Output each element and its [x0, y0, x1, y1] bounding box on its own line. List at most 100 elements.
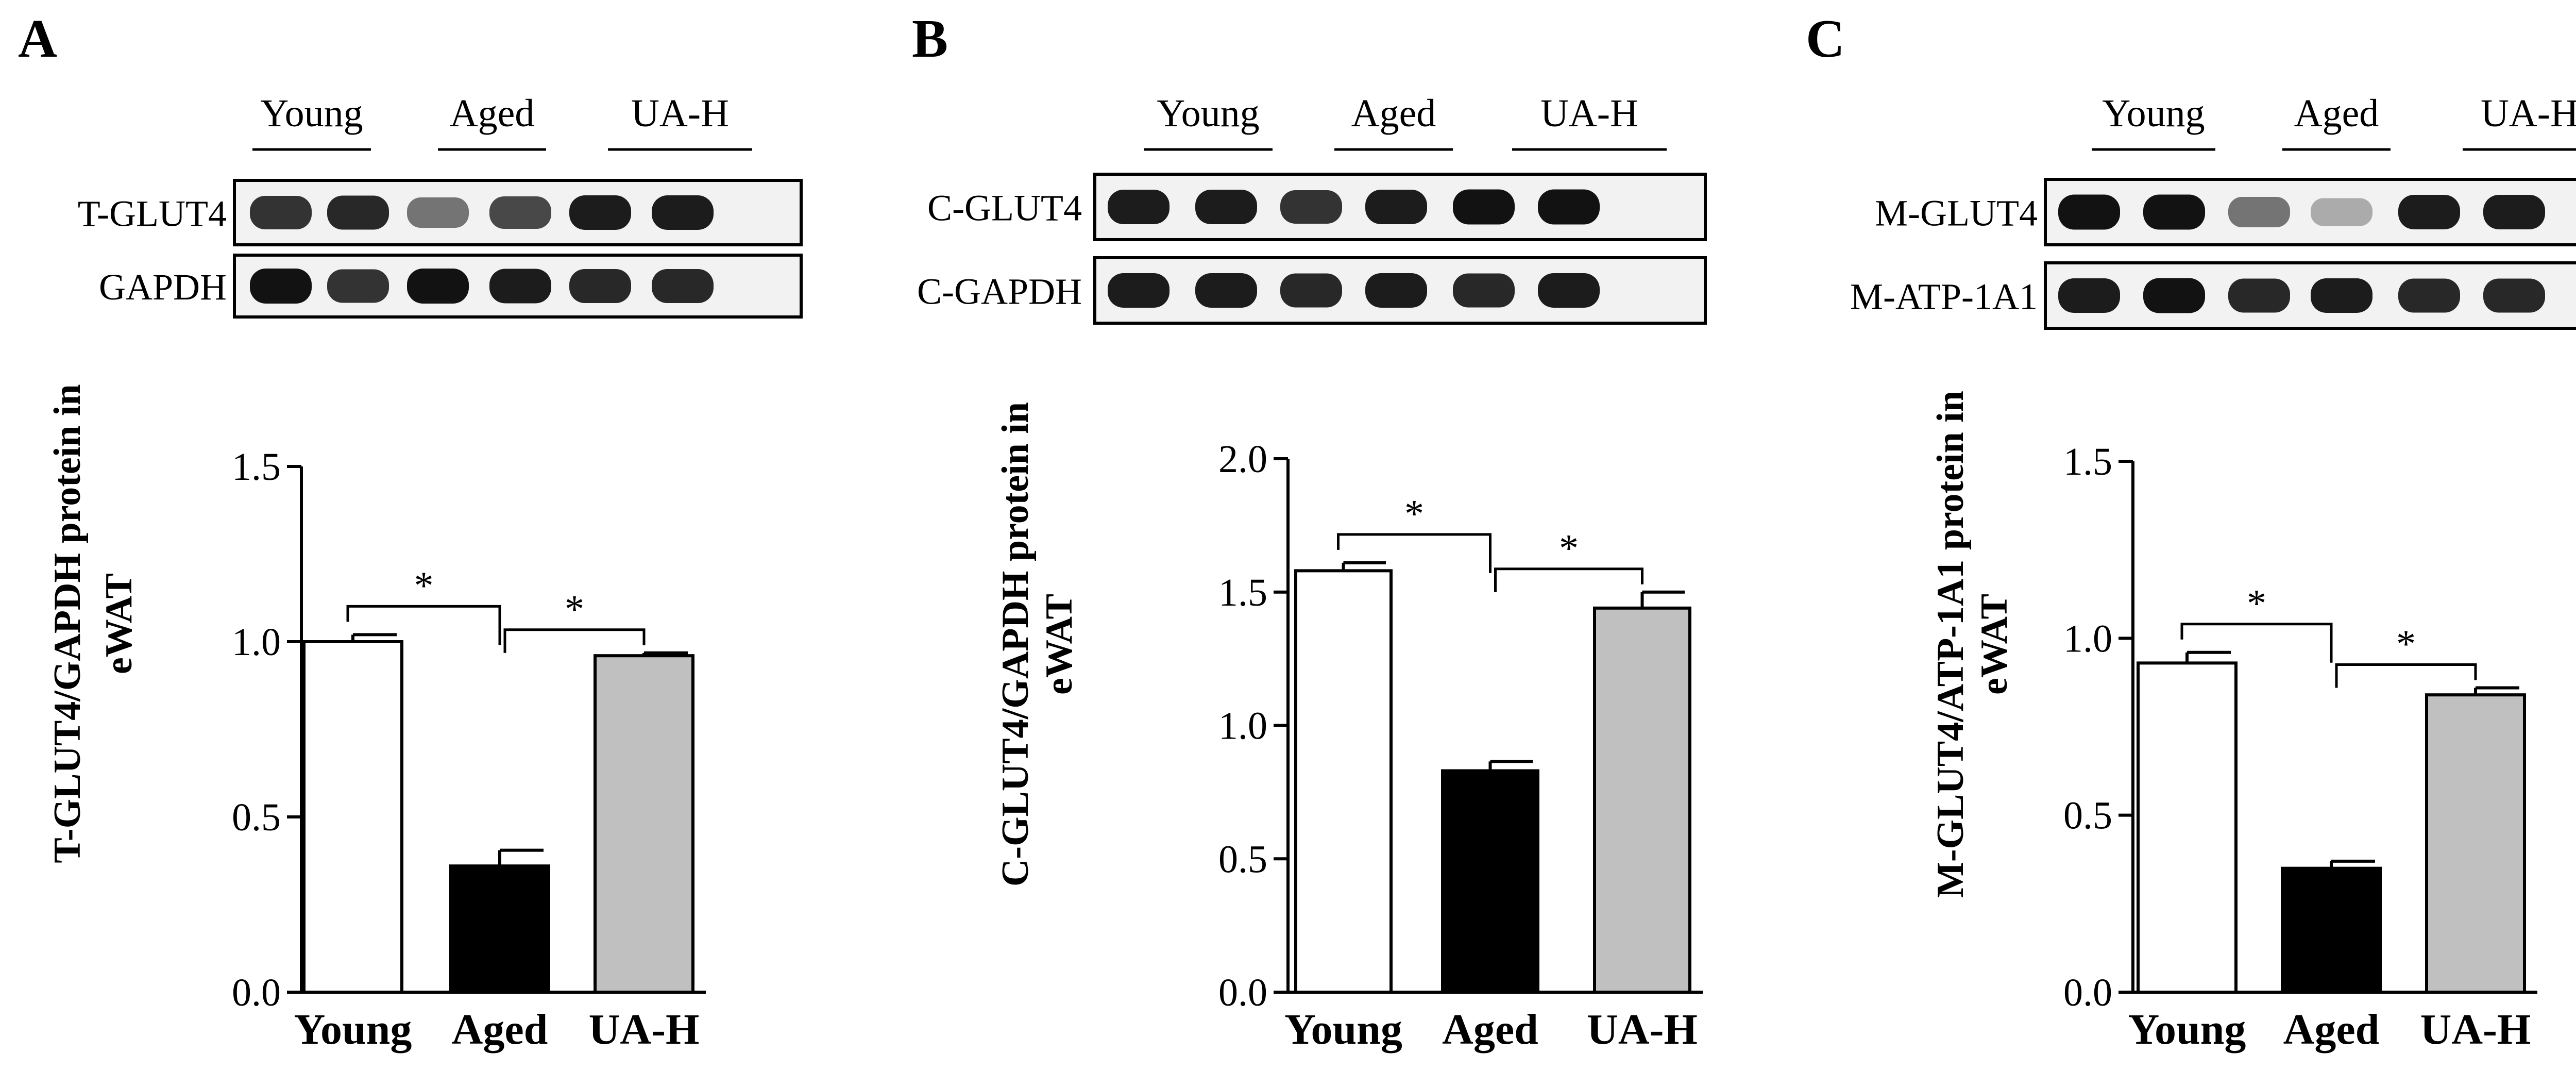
x-category-label: Young [2128, 1006, 2246, 1054]
lane-group-label: UA-H [1540, 92, 1638, 135]
lane-group-label: Aged [450, 92, 535, 135]
blot-band [2398, 195, 2460, 229]
bar-aged [1441, 769, 1539, 994]
significance-bracket [2180, 623, 2333, 663]
western-blot-image [233, 179, 803, 246]
bar-aged [2281, 866, 2382, 994]
bar-young [302, 640, 403, 994]
lane-group-label: Young [2102, 92, 2205, 135]
western-blot-image [233, 254, 803, 319]
x-category-label: Aged [452, 1006, 548, 1054]
blot-row-label: M-GLUT4 [1875, 193, 2038, 234]
blot-band [1365, 190, 1427, 224]
significance-star: * [1404, 492, 1424, 536]
blot-band [652, 195, 714, 230]
panel-letter: C [1806, 8, 1845, 69]
blot-band [1538, 273, 1600, 308]
blot-band [2483, 278, 2545, 313]
blot-band [1453, 273, 1515, 308]
blot-band [652, 269, 714, 303]
panel-letter: B [912, 8, 948, 69]
blot-row-label: GAPDH [99, 266, 227, 308]
x-category-label: UA-H [589, 1006, 700, 1054]
blot-band [1538, 189, 1600, 225]
x-category-label: Aged [1442, 1006, 1538, 1054]
y-axis-label: M-GLUT4/ATP-1A1 protein in [1929, 391, 1972, 898]
panel-letter: A [18, 8, 57, 69]
blot-band [1280, 273, 1342, 308]
blot-band [1108, 273, 1170, 308]
blot-band [1195, 273, 1257, 308]
y-tick-label: 1.0 [232, 621, 281, 664]
lane-group-label: Young [1157, 92, 1259, 135]
significance-star: * [2247, 582, 2266, 625]
blot-band [489, 196, 551, 229]
significance-star: * [565, 588, 584, 631]
blot-row-label: C-GAPDH [917, 271, 1082, 312]
significance-bracket [503, 628, 646, 653]
blot-row-label: C-GLUT4 [927, 188, 1082, 229]
blot-band [2143, 278, 2205, 313]
blot-row-label: M-ATP-1A1 [1850, 276, 2038, 317]
y-axis-label: C-GLUT4/GAPDH protein in [994, 402, 1037, 887]
blot-band [250, 196, 312, 229]
blot-band [489, 269, 551, 304]
western-blot-image [2044, 261, 2576, 330]
bar-uah [1593, 606, 1691, 994]
significance-bracket [2335, 663, 2477, 688]
x-category-label: Young [294, 1006, 412, 1054]
blot-band [2398, 278, 2460, 313]
bar-aged [449, 864, 550, 994]
bar-young [1294, 569, 1393, 994]
y-tick-label: 0.0 [1218, 971, 1267, 1014]
lane-group-label: Aged [2294, 92, 2379, 135]
bar-chart-1: 0.0 0.5 1.0 1.5 T-GLUT4/GAPDH protein in eWAT… [46, 384, 706, 1054]
blot-band [569, 269, 631, 303]
western-blot-image [1093, 173, 1707, 241]
blot-band [327, 269, 389, 303]
blot-band [327, 195, 389, 230]
significance-star: * [414, 564, 434, 607]
y-tick-label: 1.0 [1218, 705, 1267, 748]
blot-band [2143, 194, 2205, 230]
bar-uah [594, 654, 694, 994]
blot-band [407, 269, 469, 304]
blot-band [407, 197, 469, 228]
significance-star: * [1559, 527, 1579, 570]
lane-group-label: UA-H [631, 92, 729, 135]
bar-young [2137, 661, 2238, 994]
panel-b: B Young Aged UA-H C-GLUT4 C-GAPDH [912, 8, 1707, 325]
y-tick-label: 0.0 [232, 971, 281, 1014]
y-axis-label: T-GLUT4/GAPDH protein in [46, 384, 89, 863]
blot-band [2058, 278, 2120, 313]
blot-band [2228, 197, 2290, 227]
y-tick-label: 1.5 [232, 445, 281, 489]
blot-band [1280, 190, 1342, 224]
blot-band [1108, 190, 1170, 224]
blot-band [1453, 189, 1515, 225]
y-tick-label: 1.5 [1218, 571, 1267, 614]
blot-band [2311, 198, 2372, 226]
bar-chart-2: 0.0 0.5 1.0 1.5 2.0 C-GLUT4/GAPDH protein in e… [994, 402, 1703, 1054]
significance-star: * [2396, 622, 2416, 665]
lane-group-label: UA-H [2481, 92, 2576, 135]
x-category-label: Young [1284, 1006, 1402, 1054]
x-category-label: Aged [2283, 1006, 2380, 1054]
blot-band [2228, 278, 2290, 313]
blot-band [2483, 195, 2545, 229]
blot-band [1365, 273, 1427, 308]
western-blot-image [2044, 178, 2576, 246]
y-tick-label: 0.5 [232, 796, 281, 839]
x-category-label: UA-H [1587, 1006, 1698, 1054]
y-axis-label: eWAT [1038, 594, 1080, 695]
panel-c: C Young Aged UA-H M-GLUT4 M-ATP-1A1 [1806, 8, 2576, 330]
lane-group-label: Young [260, 92, 363, 135]
significance-bracket [1337, 533, 1492, 573]
significance-bracket [346, 605, 501, 645]
y-tick-label: 0.0 [2063, 971, 2112, 1014]
blot-band [2311, 278, 2372, 313]
western-blot-image [1093, 256, 1707, 325]
significance-bracket [1494, 567, 1643, 592]
blot-band [569, 195, 631, 230]
